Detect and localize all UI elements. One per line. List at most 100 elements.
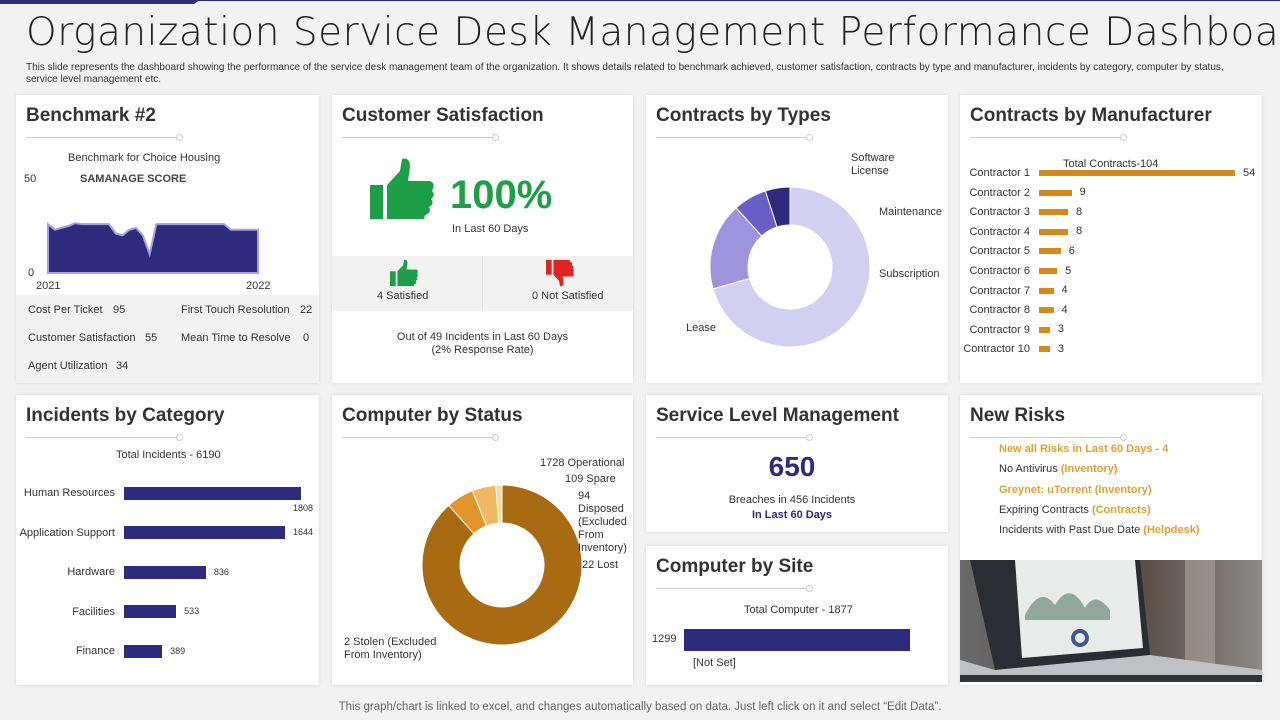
- title-underline: [656, 434, 813, 441]
- computer-by-status-card: Computer by Status 1728 Operational 109 …: [332, 395, 633, 685]
- stat-label: Agent Utilization: [28, 360, 108, 372]
- chart-subtitle: Total Computer - 1877: [744, 604, 853, 616]
- bar-value: 9: [1079, 186, 1086, 199]
- bar-value: 1808: [293, 503, 314, 513]
- card-title: Customer Satisfaction: [342, 105, 544, 126]
- donut-slice: [712, 186, 871, 348]
- response-rate: (2% Response Rate): [431, 344, 534, 356]
- bar-value: 6: [1068, 244, 1075, 257]
- bar: [1039, 268, 1058, 274]
- slice-label: 109 Spare: [565, 473, 616, 485]
- contracts-by-types-card: Contracts by Types Software License Main…: [646, 95, 948, 383]
- bar: [1039, 189, 1072, 196]
- risk-tag: (Helpdesk): [1143, 524, 1200, 536]
- x-tick: 2021: [36, 280, 61, 292]
- stat-value: 95: [113, 304, 126, 316]
- benchmark-area-chart: [47, 221, 259, 274]
- satisfied-count: 4 Satisfied: [377, 290, 429, 302]
- computer-by-site-card: Computer by Site Total Computer - 1877 1…: [646, 546, 948, 685]
- bar: [1039, 170, 1235, 176]
- bar-value: 4: [1061, 303, 1068, 316]
- risk-summary: New all Risks in Last 60 Days - 4: [999, 443, 1169, 455]
- chart-subtitle: Total Incidents - 6190: [116, 449, 221, 461]
- donut-slice: [421, 484, 583, 646]
- stat-value: 0: [303, 332, 310, 344]
- title-underline: [26, 134, 183, 141]
- page-subtitle: This slide represents the dashboard show…: [26, 62, 1224, 85]
- card-title: Incidents by Category: [26, 405, 225, 426]
- card-title: Contracts by Types: [656, 105, 831, 126]
- bar: [1039, 248, 1061, 255]
- slice-label: 2 Stolen (Excluded From Inventory): [344, 636, 437, 661]
- donut-slice: [764, 186, 791, 228]
- bar-value: 1299: [652, 633, 677, 645]
- thumbs-up-icon: [370, 158, 434, 219]
- bar: [1039, 346, 1050, 353]
- stat-value: 34: [116, 360, 129, 372]
- divider: [482, 256, 483, 311]
- category-label: Contractor 7: [969, 284, 1030, 297]
- top-rule: [190, 0, 1280, 1]
- bar-value: 3: [1057, 323, 1064, 336]
- donut-slice: [500, 484, 503, 524]
- x-tick: 2022: [246, 280, 271, 292]
- title-underline: [342, 134, 499, 141]
- top-accent-bar: [0, 0, 200, 4]
- card-title: Contracts by Manufacturer: [970, 105, 1212, 126]
- thumbs-down-icon: [546, 259, 574, 287]
- service-level-card: Service Level Management 650 Breaches in…: [646, 395, 948, 532]
- bar: [1039, 287, 1054, 294]
- satisfaction-percent: 100%: [450, 173, 553, 217]
- computer-status-donut: [421, 484, 583, 646]
- footer-note: This graph/chart is linked to excel, and…: [338, 701, 942, 713]
- card-title: Service Level Management: [656, 405, 899, 426]
- card-title: New Risks: [970, 405, 1066, 426]
- bar: [124, 486, 301, 500]
- card-title: Computer by Site: [656, 556, 814, 577]
- bar: [124, 565, 206, 579]
- category-label: Contractor 2: [969, 186, 1030, 199]
- bar: [1039, 326, 1050, 333]
- category-label: [Not Set]: [693, 657, 736, 669]
- contracts-by-manufacturer-card: Contracts by Manufacturer Total Contract…: [960, 95, 1262, 383]
- category-label: Contractor 6: [969, 265, 1030, 277]
- card-title: Computer by Status: [342, 405, 523, 426]
- category-label: Hardware: [67, 566, 115, 578]
- category-label: Contractor 5: [969, 245, 1030, 258]
- y-tick: 50: [24, 173, 37, 185]
- risk-text: Expiring Contracts: [999, 504, 1092, 516]
- customer-satisfaction-card: Customer Satisfaction 100% In Last 60 Da…: [332, 95, 633, 383]
- bar-value: 8: [1076, 225, 1083, 238]
- bar-value: 1644: [292, 527, 313, 537]
- category-label: Contractor 8: [969, 304, 1030, 317]
- category-label: Contractor 4: [969, 225, 1030, 238]
- bar-value: 8: [1076, 205, 1083, 218]
- chart-caption: Benchmark for Choice Housing: [68, 152, 221, 164]
- bar-value: 389: [170, 645, 186, 656]
- y-axis-label: SAMANAGE SCORE: [80, 173, 187, 185]
- period-label: In Last 60 Days: [751, 509, 833, 521]
- risk-item: Incidents with Past Due Date (Helpdesk): [999, 524, 1200, 536]
- category-label: Contractor 10: [963, 343, 1030, 356]
- satisfaction-counts: 4 Satisfied 0 Not Satisfied: [332, 256, 633, 311]
- contracts-types-donut: [709, 186, 871, 348]
- breaches-label: Breaches in 456 Incidents: [728, 494, 856, 506]
- card-title: Benchmark #2: [26, 105, 156, 126]
- bar: [124, 526, 285, 539]
- area-series: [47, 221, 259, 274]
- slice-label: Lease: [686, 322, 716, 334]
- benchmark-card: Benchmark #2 Benchmark for Choice Housin…: [16, 95, 319, 383]
- stat-value: 55: [145, 332, 158, 344]
- thumbs-up-icon: [390, 259, 418, 287]
- risk-tag: (Contracts): [1091, 504, 1151, 516]
- category-label: Finance: [75, 645, 115, 657]
- slice-label: Subscription: [879, 268, 940, 280]
- slice-label: 94 Disposed (Excluded From Inventory): [578, 490, 627, 554]
- title-underline: [342, 434, 499, 441]
- category-label: Contractor 9: [969, 323, 1030, 336]
- bar: [1039, 228, 1069, 235]
- title-underline: [26, 434, 183, 441]
- risk-tag: (Inventory): [1060, 463, 1118, 475]
- stat-label: Customer Satisfaction: [28, 332, 136, 344]
- slice-label: Maintenance: [879, 206, 942, 218]
